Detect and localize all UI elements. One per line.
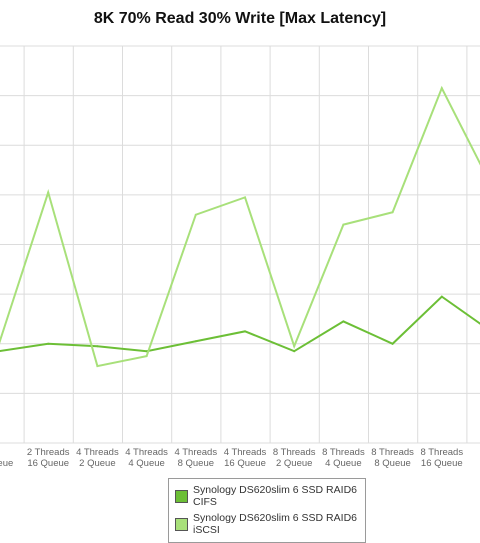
x-tick-label: 4 Threads 16 Queue [224,447,267,469]
legend: Synology DS620slim 6 SSD RAID6 CIFS Synolo… [168,478,366,543]
series-0-point [244,330,246,333]
chart-title: 8K 70% Read 30% Write [Max Latency] [93,10,387,27]
legend-label: Synology DS620slim 6 SSD RAID6 iSCSI [193,512,357,536]
series-line-1 [0,85,480,368]
series-0-point [47,342,50,345]
series-1-point [342,223,345,226]
series-layer [0,85,480,368]
series-0-point [96,345,99,348]
series-1-point [440,87,443,90]
x-tick-label: 8 Threads 16 Queue [420,447,463,469]
series-1-point [293,345,296,348]
series-0-point [440,295,443,298]
series-0-point [293,350,296,353]
series-line-0 [0,295,480,353]
legend-swatch [175,518,188,531]
legend-label: Synology DS620slim 6 SSD RAID6 CIFS [193,484,357,508]
series-1-point [194,213,197,216]
series-0-point [391,342,394,345]
x-tick-label: 4 Threads 8 Queue [174,447,217,469]
series-1-point [47,191,50,194]
x-tick-label: 4 Threads 4 Queue [125,447,168,469]
x-tick-label: 8 Threads 8 Queue [371,447,414,469]
series-1-point [96,365,99,368]
legend-item: Synology DS620slim 6 SSD RAID6 iSCSI [169,510,365,538]
series-0-point [342,320,345,323]
series-0-point [194,340,197,343]
x-tick-label: 4 Threads 2 Queue [76,447,119,469]
legend-swatch [175,490,188,503]
series-1-point [145,355,148,358]
series-1-point [391,211,394,214]
series-1-point [244,196,246,199]
x-tick-label: 8 Threads 4 Queue [322,447,365,469]
x-tick-label: Queue [0,458,13,469]
x-tick-label: 8 Threads 2 Queue [273,447,316,469]
legend-item: Synology DS620slim 6 SSD RAID6 CIFS [169,482,365,510]
grid [0,45,480,444]
x-tick-label: 2 Threads 16 Queue [27,447,70,469]
